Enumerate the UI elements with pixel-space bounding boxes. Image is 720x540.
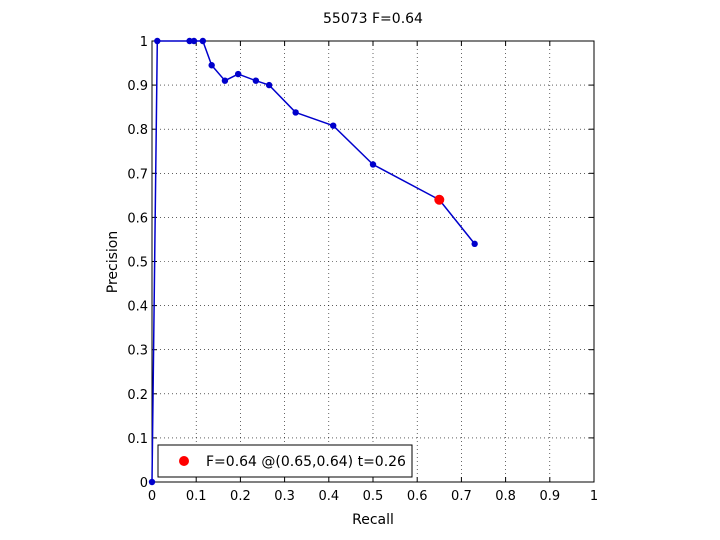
data-point xyxy=(234,70,242,78)
data-point xyxy=(471,240,478,248)
y-tick-label: 0 xyxy=(140,476,148,491)
x-axis-label: Recall xyxy=(352,512,394,528)
data-point xyxy=(292,109,299,116)
y-tick-label: 0.5 xyxy=(127,256,148,271)
x-tick-label: 0.5 xyxy=(363,489,384,504)
x-tick-label: 0.1 xyxy=(186,489,207,504)
legend: F=0.64 @(0.65,0.64) t=0.26 xyxy=(157,444,413,478)
y-tick-label: 1 xyxy=(140,35,148,50)
data-point xyxy=(186,37,193,45)
data-point xyxy=(252,77,260,84)
chart-title: 55073 F=0.64 xyxy=(323,11,423,27)
x-tick-label: 0.3 xyxy=(274,489,295,504)
y-tick-label: 0.3 xyxy=(127,344,148,359)
x-tick-label: 0 xyxy=(148,489,156,504)
x-tick-label: 0.4 xyxy=(318,489,339,504)
y-axis-label: Precision xyxy=(105,231,121,293)
y-tick-label: 0.4 xyxy=(127,300,148,315)
x-tick-label: 0.2 xyxy=(230,489,251,504)
y-tick-label: 0.8 xyxy=(127,123,148,138)
y-axis-ticks: 0 0.1 0.2 0.3 0.4 0.5 0.6 0.7 0.8 0.9 1 xyxy=(127,35,594,491)
data-point xyxy=(199,37,207,45)
y-tick-label: 0.7 xyxy=(127,167,148,182)
x-tick-label: 0.8 xyxy=(495,489,516,504)
legend-marker xyxy=(179,456,189,466)
data-point xyxy=(265,81,273,89)
x-tick-label: 1 xyxy=(590,489,598,504)
x-tick-label: 0.6 xyxy=(407,489,428,504)
best-f-point xyxy=(434,194,445,205)
data-point xyxy=(221,77,229,84)
x-tick-label: 0.7 xyxy=(451,489,472,504)
legend-label: F=0.64 @(0.65,0.64) t=0.26 xyxy=(206,454,406,470)
data-point xyxy=(154,37,161,45)
y-tick-label: 0.9 xyxy=(127,79,148,94)
y-tick-label: 0.1 xyxy=(127,432,148,447)
data-point xyxy=(208,62,215,69)
data-point xyxy=(369,161,377,168)
grid-lines xyxy=(152,41,594,482)
data-point xyxy=(148,478,156,486)
x-tick-label: 0.9 xyxy=(539,489,560,504)
series-group xyxy=(148,37,478,486)
y-tick-label: 0.6 xyxy=(127,211,148,226)
y-tick-label: 0.2 xyxy=(127,388,148,403)
data-point xyxy=(330,122,337,129)
legend-box xyxy=(157,444,413,478)
data-point xyxy=(190,37,198,45)
x-axis-ticks: 0 0.1 0.2 0.3 0.4 0.5 0.6 0.7 0.8 0.9 1 xyxy=(148,41,598,504)
